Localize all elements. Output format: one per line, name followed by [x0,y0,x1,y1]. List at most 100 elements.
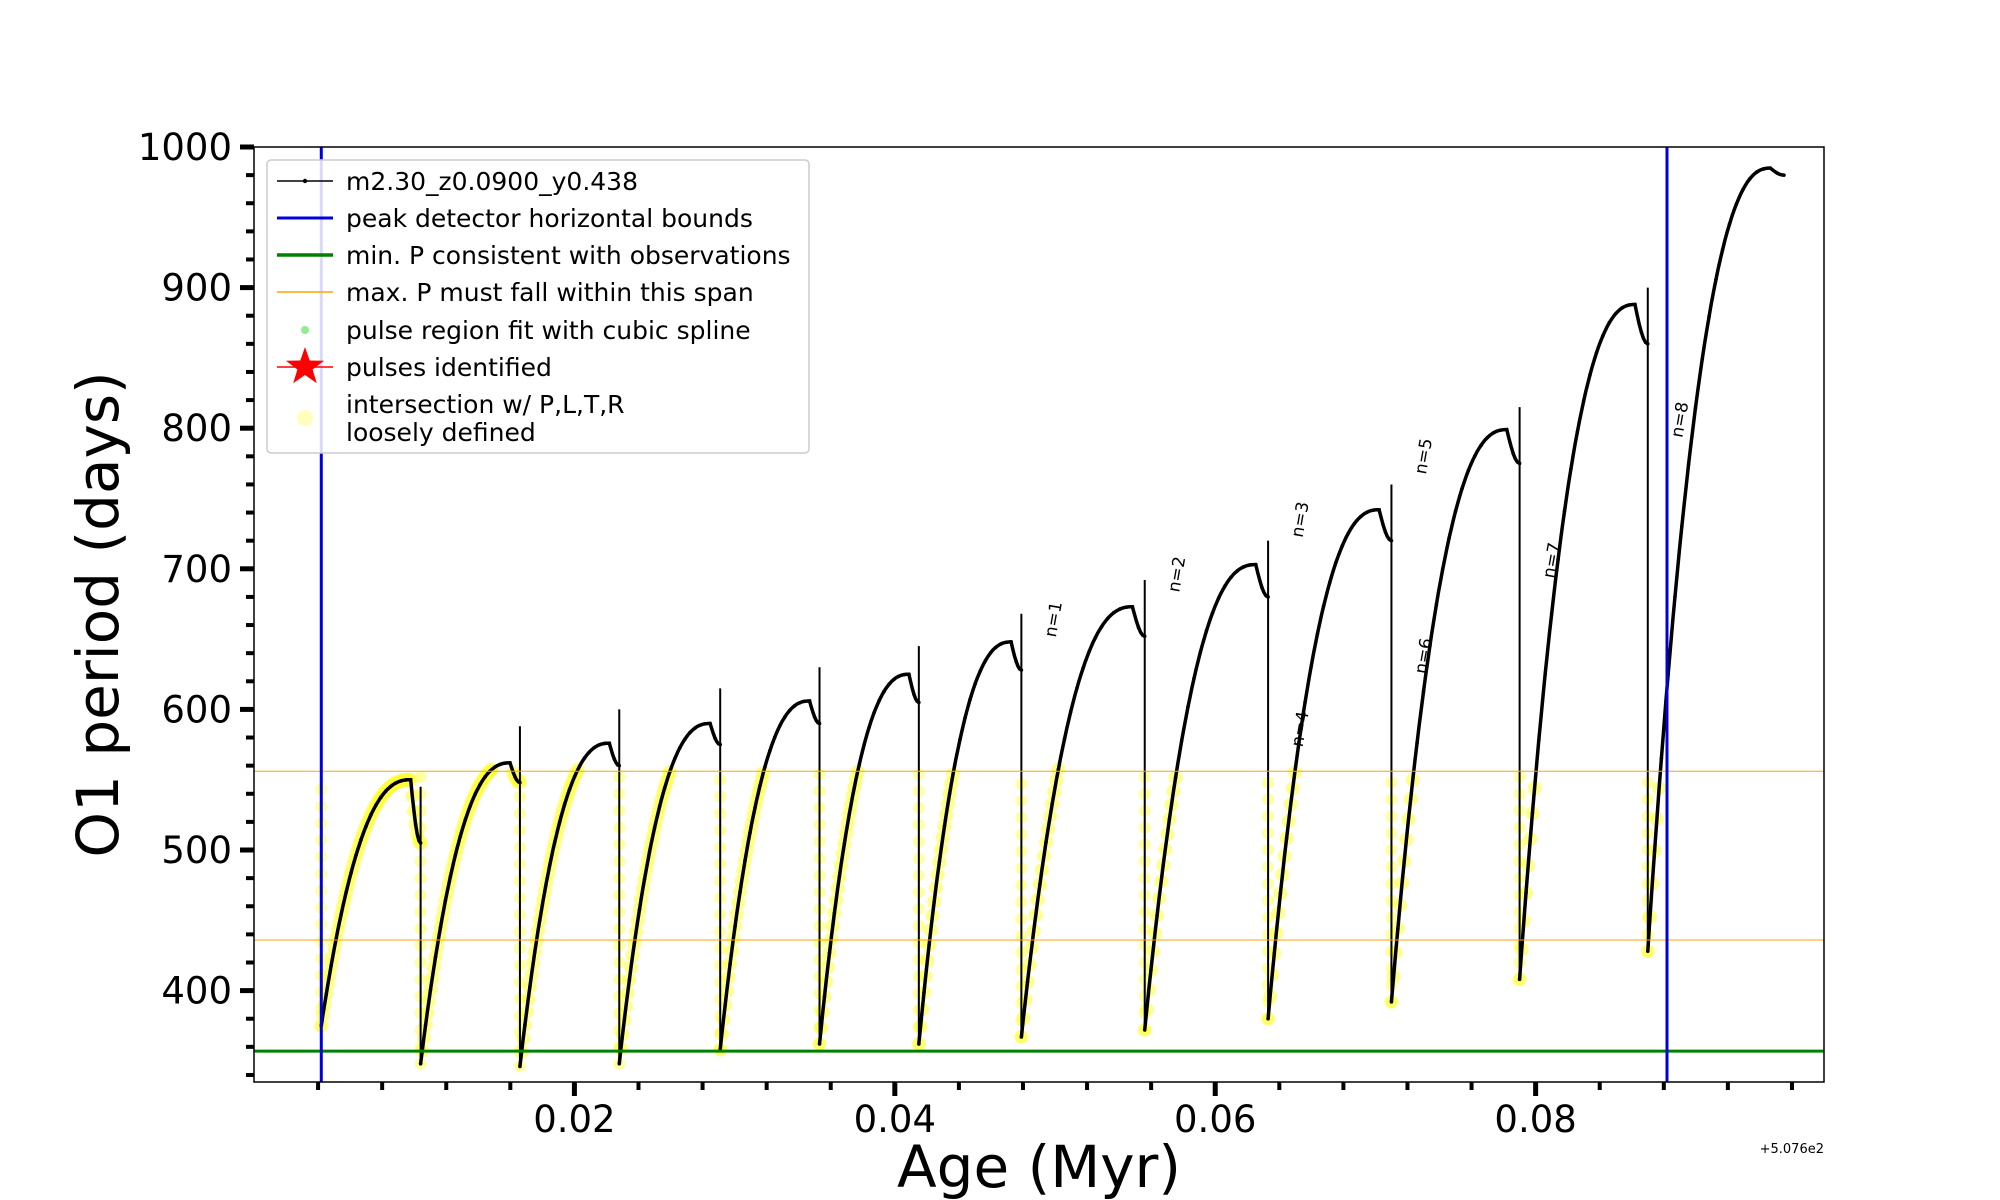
legend-handle-dot [302,178,308,184]
series-point [743,858,747,863]
series-point [1575,430,1580,435]
series-point [862,742,867,747]
series-point [827,951,832,955]
series-point [647,850,652,854]
series-point [1524,891,1528,895]
series-point [587,750,592,754]
series-point [1782,173,1786,177]
series-point [892,677,896,682]
series-point [897,674,901,678]
series-point [384,789,388,793]
series-point [1253,562,1258,567]
series-point [1434,603,1439,607]
series-point [577,764,582,769]
series-point [952,763,957,768]
series-point [1216,596,1221,600]
series-point [1601,333,1605,338]
series-point [963,716,967,720]
series-point [423,1023,428,1027]
series-point [1543,671,1548,676]
series-point [927,943,931,947]
legend-label: min. P consistent with observations [346,241,791,270]
series-point [1038,882,1042,887]
y-tick-label: 400 [161,970,232,1013]
series-point [807,699,812,703]
series-point [847,812,852,816]
series-point [1309,664,1314,668]
y-tick-label: 900 [161,267,232,310]
series-point [433,955,438,959]
series-point [1720,247,1725,252]
series-point [552,840,557,845]
series-line [319,166,1786,1069]
series-point [1659,756,1664,761]
series-point [1031,929,1036,933]
legend-label: intersection w/ P,L,T,R [346,390,625,419]
series-point [1272,951,1277,956]
series-point [503,761,507,765]
x-tick-label: 0.08 [1494,1098,1576,1141]
series-point [408,777,413,782]
series-point [999,642,1003,646]
series-point [777,724,782,728]
series-point [1707,314,1711,319]
series-point [1472,454,1477,458]
series-point [642,877,647,882]
plot-area: n=1n=2n=3n=4n=5n=6n=7n=8 [254,147,1824,1082]
series-point [1327,580,1332,585]
series-point [1377,507,1381,512]
series-point [1408,797,1413,801]
legend-label: peak detector horizontal bounds [346,204,753,233]
series-point [993,645,998,650]
series-point [1428,644,1432,648]
series-point [1402,859,1407,863]
series-point [329,963,334,967]
series-point [1192,676,1196,680]
series-point [627,978,632,982]
series-point [1693,406,1698,411]
series-point [817,1042,822,1046]
series-point [683,737,687,741]
series-point [562,802,567,807]
series-point [1680,524,1684,529]
series-point [398,779,403,783]
series-point [547,863,552,868]
series-point [1093,635,1098,640]
x-offset-label: +5.076e2 [1760,1142,1824,1157]
series-point [922,990,926,995]
series-point [1768,166,1773,170]
series-point [637,907,642,912]
series-point [787,708,792,713]
series-point [418,1061,423,1066]
legend-label: m2.30_z0.0900_y0.438 [346,167,638,196]
series-point [723,1003,727,1007]
series-point [1613,311,1618,316]
series-point [907,672,911,677]
series-point [393,781,398,785]
series-point [1260,585,1264,590]
series-point [1297,741,1301,745]
series-point [887,682,891,687]
series-point [1371,508,1375,513]
series-point [1652,849,1657,853]
legend-label-line2: loosely defined [346,418,536,447]
series-point [567,787,572,792]
series-point [917,1042,921,1046]
series-point [832,911,837,915]
series-point [523,1023,527,1027]
series-point [1068,709,1073,714]
series-point [837,874,842,879]
series-point [968,697,972,702]
series-point [738,889,742,894]
series-point [708,721,712,726]
series-point [1198,650,1203,655]
series-point [942,824,947,828]
series-point [958,738,962,742]
series-point [632,941,637,945]
series-point [582,756,587,760]
series-point [937,860,942,864]
series-point [1700,357,1705,361]
series-point [768,748,772,753]
series-point [349,870,353,875]
series-point [812,715,817,719]
